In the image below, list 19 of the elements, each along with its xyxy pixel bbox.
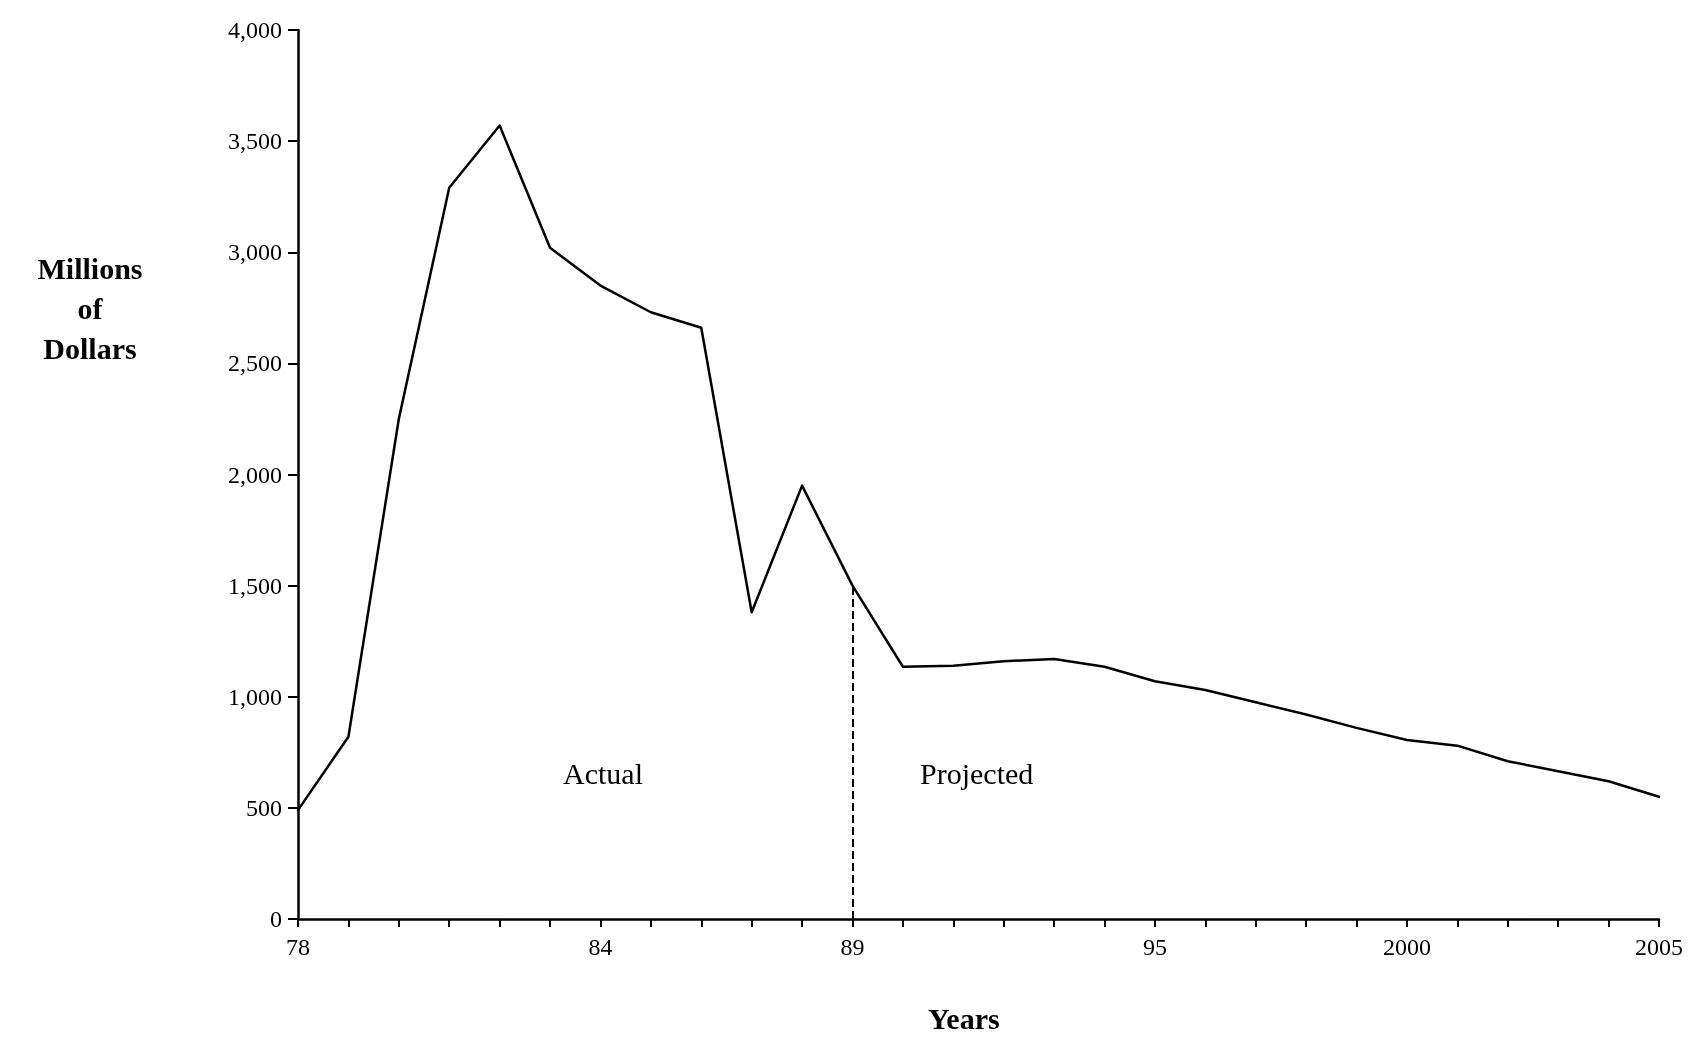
x-axis-title: Years — [928, 1001, 1000, 1035]
x-tick-label: 78 — [286, 934, 310, 960]
y-axis-title: Millions of Dollars — [37, 251, 143, 365]
annotation: Projected — [920, 756, 1034, 790]
y-tick-label: 0 — [270, 906, 282, 932]
x-tick-label: 95 — [1142, 934, 1167, 960]
y-tick-label: 3,500 — [228, 128, 282, 155]
y-tick-label: 1,500 — [228, 572, 282, 599]
y-tick-label: 3,000 — [228, 239, 282, 266]
y-tick-label: 2,500 — [228, 350, 282, 377]
y-tick-label: 4,000 — [228, 17, 282, 43]
y-tick-label: 1,000 — [228, 683, 282, 710]
y-tick-label: 2,000 — [228, 461, 282, 488]
x-tick-label: 84 — [588, 934, 613, 960]
annotation: Actual — [563, 756, 643, 790]
x-tick-label: 2000 — [1382, 934, 1431, 960]
y-tick-label: 500 — [246, 794, 282, 821]
x-tick-label: 2005 — [1635, 934, 1683, 960]
x-tick-label: 89 — [840, 934, 865, 960]
